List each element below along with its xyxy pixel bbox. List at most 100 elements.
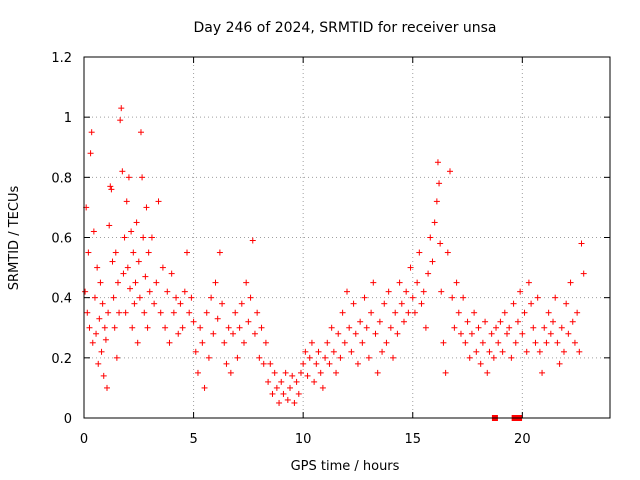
data-point (85, 249, 92, 256)
data-point (473, 348, 480, 355)
data-point (201, 384, 208, 391)
data-point (101, 324, 108, 331)
data-point (225, 324, 232, 331)
data-point (123, 198, 130, 205)
data-point (429, 258, 436, 265)
data-point (130, 249, 137, 256)
y-axis-label: SRMTID / TECUs (7, 186, 22, 291)
data-point (153, 279, 160, 286)
data-point (322, 354, 329, 361)
data-point (462, 339, 469, 346)
x-tick-label: 20 (514, 432, 531, 447)
data-point (295, 390, 302, 397)
data-point (464, 318, 471, 325)
data-point (267, 360, 274, 367)
data-point (409, 294, 416, 301)
data-point (297, 369, 304, 376)
data-point (311, 378, 318, 385)
data-point (170, 309, 177, 316)
data-point (484, 369, 491, 376)
data-point (116, 309, 123, 316)
data-point (503, 330, 510, 337)
data-point (131, 300, 138, 307)
data-point (354, 360, 361, 367)
data-point (514, 318, 521, 325)
data-point (580, 270, 587, 277)
data-point (523, 348, 530, 355)
data-point (100, 372, 107, 379)
data-point (368, 309, 375, 316)
data-point (141, 309, 148, 316)
data-point (151, 300, 158, 307)
data-point (434, 159, 441, 166)
data-point (302, 348, 309, 355)
data-point (155, 198, 162, 205)
data-point (91, 294, 98, 301)
data-point (528, 300, 535, 307)
data-point (256, 354, 263, 361)
data-point (216, 249, 223, 256)
data-point (363, 324, 370, 331)
data-point (111, 324, 118, 331)
data-point (567, 279, 574, 286)
data-point (468, 330, 475, 337)
data-point (188, 294, 195, 301)
data-point (545, 309, 552, 316)
data-point (326, 360, 333, 367)
data-point (99, 300, 106, 307)
data-point (144, 324, 151, 331)
data-point (168, 270, 175, 277)
data-point (251, 330, 258, 337)
data-point (328, 324, 335, 331)
data-points (82, 105, 587, 421)
data-point (230, 330, 237, 337)
x-tick-label: 10 (295, 432, 312, 447)
data-point (530, 324, 537, 331)
data-point (146, 288, 153, 295)
data-point (113, 354, 120, 361)
data-point (495, 339, 502, 346)
data-point (453, 279, 460, 286)
data-point (118, 105, 125, 112)
data-point (433, 198, 440, 205)
data-point (337, 354, 344, 361)
data-point (260, 360, 267, 367)
data-point (94, 264, 101, 271)
data-point (550, 318, 557, 325)
data-point (536, 348, 543, 355)
data-point (460, 294, 467, 301)
data-point (341, 339, 348, 346)
data-point (124, 264, 131, 271)
y-tick-label: 0.4 (51, 292, 72, 307)
data-point (534, 294, 541, 301)
data-point (300, 360, 307, 367)
data-point (330, 348, 337, 355)
data-point (134, 339, 141, 346)
data-point (175, 330, 182, 337)
data-point (440, 339, 447, 346)
data-point (119, 168, 126, 175)
data-point (339, 309, 346, 316)
data-point (455, 309, 462, 316)
data-point (381, 300, 388, 307)
data-point (112, 249, 119, 256)
data-point (333, 369, 340, 376)
data-point (289, 372, 296, 379)
data-point (88, 129, 95, 136)
data-point (543, 339, 550, 346)
data-point (194, 369, 201, 376)
data-point (284, 396, 291, 403)
data-point (121, 234, 128, 241)
data-point (107, 183, 114, 190)
data-point (140, 234, 147, 241)
data-point (497, 318, 504, 325)
data-point (254, 309, 261, 316)
data-point (437, 240, 444, 247)
data-point (96, 315, 103, 322)
data-point (148, 234, 155, 241)
data-point (569, 318, 576, 325)
data-point (350, 300, 357, 307)
data-point (510, 300, 517, 307)
data-point (122, 309, 129, 316)
